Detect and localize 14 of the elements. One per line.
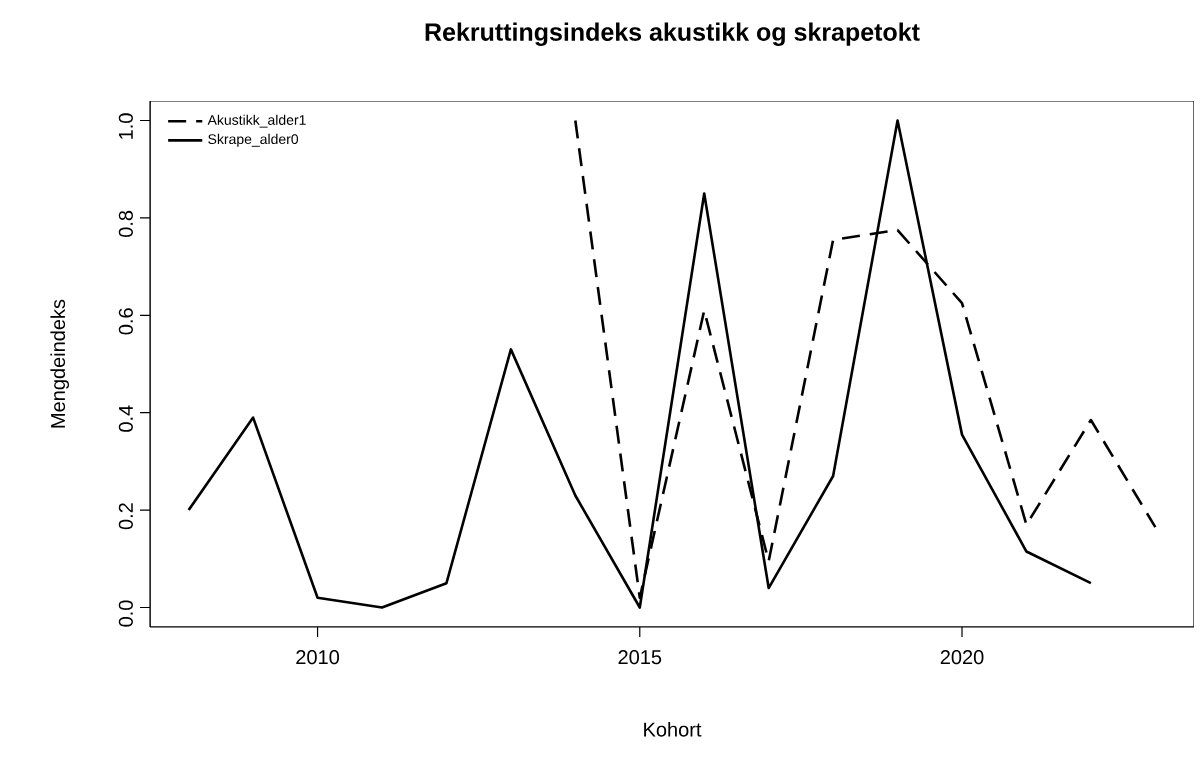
y-tick-label: 1.0 [118,113,133,139]
y-tick-label: 0.6 [118,308,133,335]
y-axis-title: Mengdeindeks [50,299,70,428]
x-tick-label: 2010 [296,650,340,665]
legend-label: Skrape_alder0 [208,133,299,147]
y-tick-label: 0.2 [118,503,133,530]
y-tick-label: 0.4 [118,405,133,432]
y-tick-label: 0.0 [118,600,133,627]
x-axis-title: Kohort [644,721,702,737]
x-tick-label: 2015 [618,650,662,665]
chart-title: Rekruttingsindeks akustikk og skrapetokt [425,22,920,46]
y-tick-label: 0.8 [118,210,133,238]
legend-label: Akustikk_alder1 [207,114,306,128]
x-tick-label: 2020 [940,650,984,665]
